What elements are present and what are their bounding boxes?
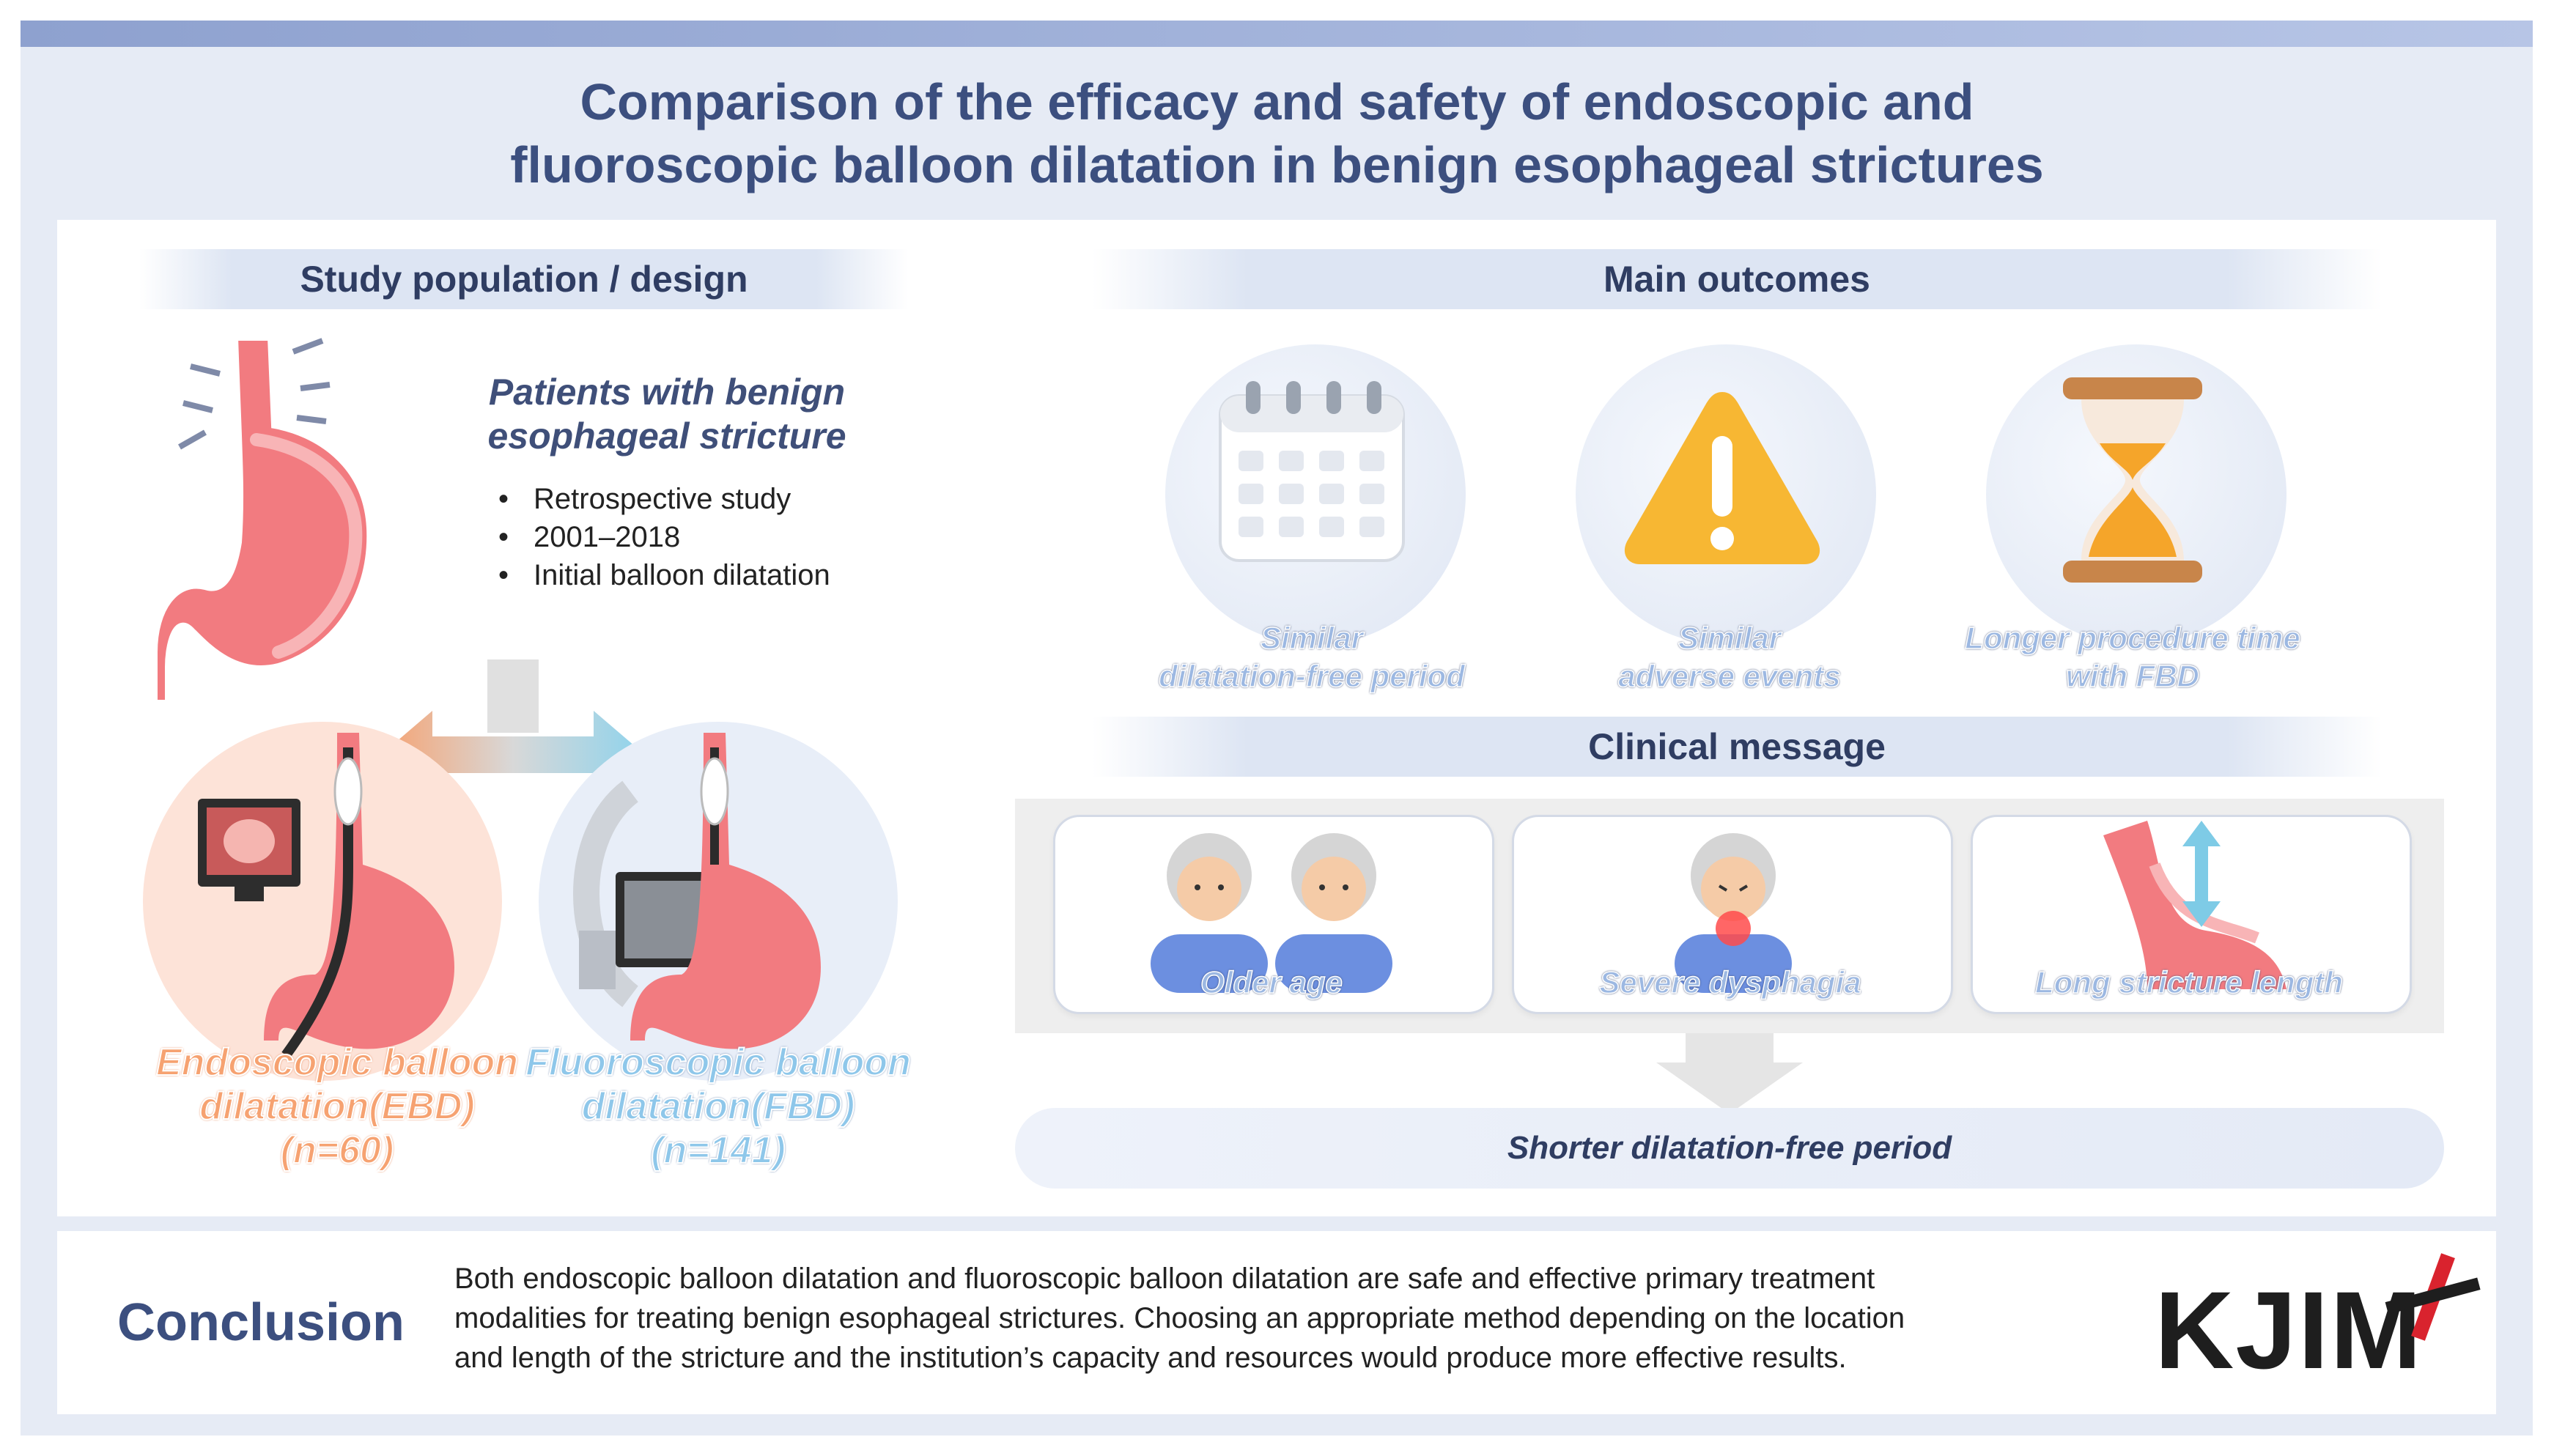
ebd-label: Endoscopic balloon dilatation(EBD) (n=60… [139,1041,535,1172]
study-header: Study population / design [139,249,909,309]
outcome-label-2: Similar adverse events [1539,619,1920,695]
conclusion-heading: Conclusion [117,1293,405,1352]
outcomes-header: Main outcomes [1092,249,2382,309]
logo-cross-icon [2385,1253,2481,1341]
ebd-label-line-2: dilatation(EBD) [199,1084,476,1128]
dysphagia-person-icon [1675,833,1792,993]
stomach-illustration [150,333,374,703]
top-accent-bar [21,21,2533,47]
title-line-2: fluoroscopic balloon dilatation in benig… [510,136,2044,193]
patients-title: Patients with benign esophageal strictur… [410,370,923,458]
warning-icon [1624,392,1820,564]
ebd-count: (n=60) [280,1128,395,1172]
outcome-label-1-line-1: Similar [1260,620,1364,656]
fbd-count: (n=141) [650,1128,786,1172]
study-bullets: Retrospective study 2001–2018 Initial ba… [498,480,938,594]
fbd-label: Fluoroscopic balloon dilatation(FBD) (n=… [513,1041,923,1172]
conclusion-line-1: Both endoscopic balloon dilatation and f… [454,1263,1875,1295]
conclusion-line-3: and length of the stricture and the inst… [454,1342,1847,1374]
fbd-illustration [573,733,821,1049]
patients-title-line-1: Patients with benign [488,372,846,413]
fbd-label-line-2: dilatation(FBD) [581,1084,856,1128]
ebd-illustration [198,733,454,1059]
conclusion-line-2: modalities for treating benign esophagea… [454,1302,1905,1334]
fbd-label-line-1: Fluoroscopic balloon [525,1041,912,1084]
patients-title-line-2: esophageal stricture [487,415,846,457]
clinical-header: Clinical message [1092,717,2382,777]
outcome-label-3-line-2: with FBD [2065,658,2199,694]
outcome-label-2-line-2: adverse events [1617,658,1841,694]
bullet-item: Retrospective study [498,480,938,518]
ebd-label-line-1: Endoscopic balloon [155,1041,519,1084]
clinical-card-3-label: Long stricture length [2034,964,2344,1000]
outcome-label-3-line-1: Longer procedure time [1965,620,2301,656]
main-title: Comparison of the efficacy and safety of… [0,70,2554,196]
hourglass-icon [2063,377,2202,583]
pressure-arrows-icon [178,338,331,450]
comparison-arrow-icon [381,659,645,799]
title-line-1: Comparison of the efficacy and safety of… [580,73,1974,130]
clinical-card-2-label: Severe dysphagia [1599,964,1862,1000]
clinical-card-1-label: Older age [1200,964,1343,1000]
outcome-label-2-line-1: Similar [1678,620,1782,656]
conclusion-text: Both endoscopic balloon dilatation and f… [454,1259,2096,1378]
down-arrow-icon [1656,1033,1803,1114]
outcome-label-1-line-2: dilatation-free period [1158,658,1465,694]
bullet-item: Initial balloon dilatation [498,556,938,594]
result-pill: Shorter dilatation-free period [1015,1108,2444,1189]
outcome-label-1: Similar dilatation-free period [1121,619,1502,695]
stricture-length-icon [2103,821,2287,989]
calendar-icon [1219,381,1405,562]
elderly-people-icon [1151,833,1392,993]
outcome-label-3: Longer procedure time with FBD [1905,619,2360,695]
conclusion-panel [57,1231,2496,1414]
clinical-card-1 [1053,815,1494,1014]
bullet-item: 2001–2018 [498,518,938,556]
kjim-logo: KJIM [2155,1268,2424,1392]
